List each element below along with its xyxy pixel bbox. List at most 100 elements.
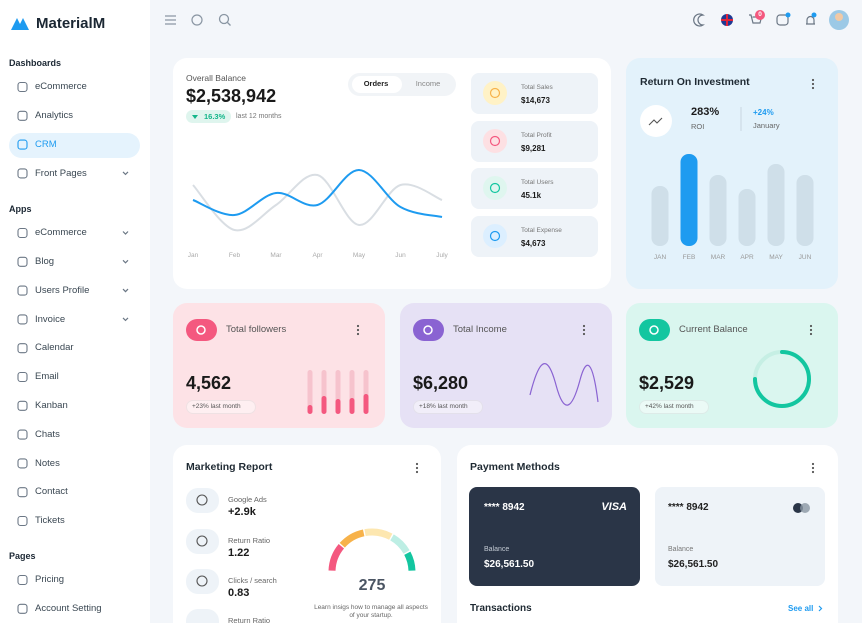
sidebar [0, 0, 150, 623]
cart-badge-count: 0 [758, 10, 762, 18]
card-balance-label: Balance [668, 545, 694, 553]
nav-item[interactable]: eCommerce [35, 81, 87, 93]
marketing-icon [186, 488, 219, 513]
kpi-change-pill [639, 400, 709, 414]
kpi-change: +42% last month [645, 402, 694, 410]
kpi-value: $6,280 [413, 372, 469, 393]
kpi-title: Total followers [226, 324, 287, 336]
x-tick-label: Feb [228, 251, 241, 259]
x-tick-label: MAR [710, 253, 726, 261]
msg-dot [785, 12, 791, 18]
x-tick-label: May [352, 251, 366, 259]
apps-icon [191, 14, 203, 26]
nav-item[interactable]: CRM [35, 138, 57, 150]
nav-active[interactable] [9, 132, 140, 158]
roi-period: January [753, 121, 780, 131]
roi-card [626, 58, 838, 289]
stat-label: Total Profit [521, 131, 552, 139]
kpi-change-pill [186, 400, 256, 414]
balance-amount: $2,538,942 [186, 85, 277, 106]
nav-section-title: Dashboards [9, 58, 62, 69]
metric-label: Google Ads [228, 495, 267, 505]
kpi-icon [413, 319, 444, 341]
kpi-change: +18% last month [419, 402, 468, 410]
nav-section-title: Pages [9, 551, 36, 562]
nav-item[interactable]: Tickets [35, 515, 65, 527]
kpi-title: Total Income [453, 324, 507, 336]
balance-change: 16.3% [204, 112, 226, 122]
stat-label: Total Expense [521, 226, 562, 234]
card-balance: $26,561.50 [484, 558, 535, 570]
nav-item[interactable]: Calendar [35, 342, 74, 354]
kpi-change-pill [413, 400, 483, 414]
stat-card [471, 73, 598, 114]
tab[interactable]: Income [415, 79, 441, 89]
kpi-icon [639, 319, 670, 341]
msg-icon [776, 14, 789, 26]
x-tick-label: Jan [187, 251, 199, 259]
card-number: **** 8942 [484, 501, 525, 513]
x-tick-label: Jun [395, 251, 406, 259]
card-brand: VISA [601, 501, 627, 514]
bell-icon [806, 15, 815, 25]
card-title: Return On Investment [640, 76, 750, 89]
nav-item[interactable]: Kanban [35, 399, 68, 411]
card-title: Marketing Report [186, 461, 273, 474]
marketing-icon [186, 529, 219, 554]
roi-value: 283% [691, 106, 720, 119]
tab-active[interactable] [352, 76, 402, 93]
stat-value: 45.1k [521, 191, 542, 201]
nav-section-title: Apps [9, 204, 32, 215]
nav-item[interactable]: Front Pages [35, 167, 87, 179]
nav-item[interactable]: Contact [35, 486, 68, 498]
gauge-value: 275 [358, 577, 386, 595]
x-tick-label: MAY [769, 253, 783, 261]
metric-value: +2.9k [228, 506, 256, 519]
x-tick-label: Apr [312, 251, 323, 259]
roi-label: ROI [691, 122, 705, 132]
marketing-icon [186, 609, 219, 623]
flag-icon [721, 14, 733, 26]
nav-item[interactable]: Notes [35, 457, 60, 469]
x-tick-label: FEB [682, 253, 696, 261]
balance-period: last 12 months [236, 112, 282, 120]
card-balance: $26,561.50 [668, 558, 719, 570]
nav-item[interactable]: Chats [35, 428, 60, 440]
nav-item[interactable]: Email [35, 371, 59, 383]
metric-label: Return Ratio [228, 536, 271, 546]
nav-item[interactable]: Analytics [35, 109, 74, 121]
nav-item[interactable]: eCommerce [35, 227, 87, 239]
search-icon [218, 13, 230, 25]
stat-value: $4,673 [521, 239, 546, 249]
tab[interactable]: Orders [363, 79, 389, 89]
kpi-title: Current Balance [679, 324, 748, 336]
stat-card [471, 216, 598, 257]
avatar [829, 10, 849, 30]
bell-dot [811, 12, 817, 18]
menu-icon [165, 15, 176, 25]
avatar-head [835, 13, 843, 21]
x-tick-label: APR [740, 253, 754, 261]
stat-card [471, 121, 598, 162]
brand: MaterialM [36, 14, 106, 32]
metric-label: Return Ratio [228, 616, 271, 623]
search-handle [227, 22, 231, 26]
kpi-icon [186, 319, 217, 341]
nav-item[interactable]: Pricing [35, 574, 65, 586]
nav-item[interactable]: Account Setting [35, 602, 102, 614]
section-title: Transactions [470, 602, 532, 614]
see-all-link[interactable]: See all [788, 604, 814, 614]
flag-cross [721, 14, 733, 26]
nav-item[interactable]: Blog [35, 255, 55, 267]
kpi-change: +23% last month [192, 402, 241, 410]
card-title: Payment Methods [470, 461, 560, 474]
x-tick-label: JAN [653, 253, 667, 261]
roi-change: +24% [753, 108, 774, 118]
gauge-note: Learn insigs how to manage all aspects o… [314, 603, 428, 619]
card-number: **** 8942 [668, 501, 709, 513]
x-tick-label: Mar [270, 251, 282, 259]
bank-card-dark [469, 487, 640, 586]
x-tick-label: JUN [798, 253, 812, 261]
nav-item[interactable]: Users Profile [35, 284, 90, 296]
nav-item[interactable]: Invoice [35, 313, 66, 325]
